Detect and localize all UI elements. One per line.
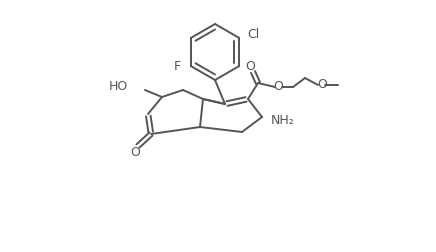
Text: NH₂: NH₂ <box>271 113 295 127</box>
Text: O: O <box>130 146 140 160</box>
Text: HO: HO <box>109 79 128 92</box>
Text: O: O <box>317 79 327 91</box>
Text: O: O <box>273 80 283 93</box>
Text: O: O <box>245 59 255 73</box>
Text: F: F <box>174 59 181 73</box>
Text: Cl: Cl <box>247 28 259 42</box>
